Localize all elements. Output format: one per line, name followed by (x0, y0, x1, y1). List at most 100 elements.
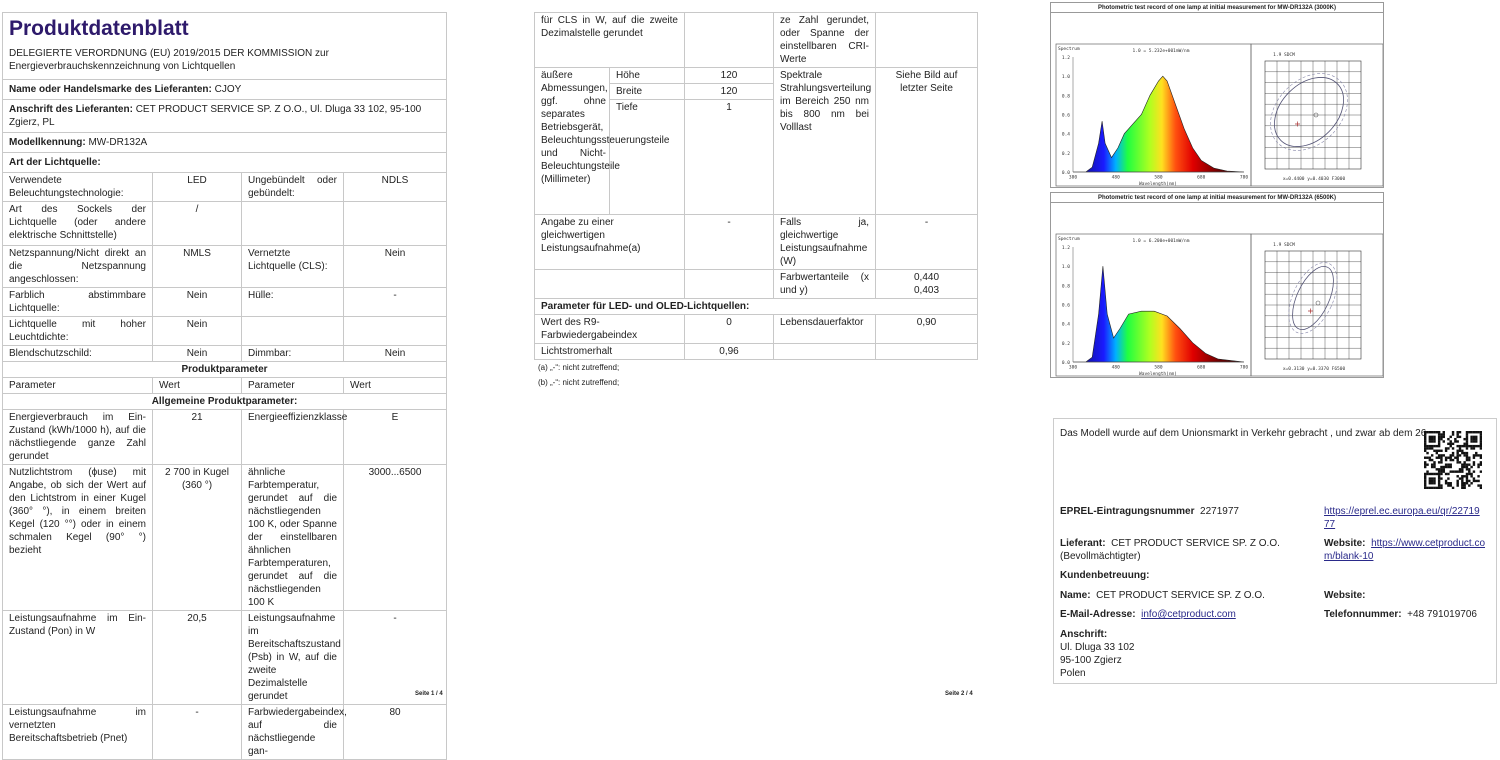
page-number: Seite 2 / 4 (945, 691, 973, 697)
table-row: Farblich abstimmbare Lichtquelle: Nein Hül… (2, 287, 448, 317)
qr-code[interactable] (1424, 431, 1482, 489)
y-axis-label: Spectrum (1058, 46, 1080, 52)
footnote: (b) „-“: nicht zutreffend; (538, 378, 620, 387)
label-cell: Blendschutzschild: (2, 345, 153, 362)
label-cell: Energieeffizienzklasse (241, 409, 347, 465)
photometric-title: Photometric test record of one lamp at i… (1051, 3, 1383, 13)
y-tick: 0.8 (1062, 93, 1070, 99)
chromaticity-coords: x=0.4400 y=0.4030 F3000 (1283, 176, 1346, 182)
scale-label: 1.0 = 5.232e+001mW/nm (1133, 48, 1190, 54)
email-label: E-Mail-Adresse: (1060, 609, 1136, 620)
table-row: Verwendete Beleuchtungstechnologie: LED Un… (2, 172, 448, 202)
spectrum-curve (1073, 266, 1245, 363)
cell: Lichtstromerhalt (534, 343, 685, 360)
spectrum-curve (1073, 75, 1245, 173)
label-cell: Verwendete Beleuchtungstechnologie: (2, 172, 153, 202)
x-tick: 680 (1197, 365, 1205, 371)
y-tick: 0.4 (1062, 322, 1070, 328)
page-title: Produktdatenblatt (9, 17, 189, 40)
table-row: Leistungsaufnahme im Ein-Zustand (Pon) i… (2, 610, 448, 705)
market-text: Das Modell wurde auf dem Unionsmarkt in … (1060, 428, 1427, 439)
dim-label: Höhe (609, 67, 685, 84)
value-cell: Nein (152, 287, 242, 317)
label-cell: Art des Sockels der Lichtquelle (oder an… (2, 201, 153, 246)
page-1: Produktdatenblatt DELEGIERTE VERORDNUNG (… (1, 12, 448, 760)
cell: für CLS in W, auf die zweite Dezimalstel… (534, 12, 685, 68)
website-link[interactable]: https://www.cetproduct.com/blank-10 (1324, 538, 1486, 562)
x-tick: 680 (1197, 175, 1205, 181)
cell (875, 343, 978, 360)
y-tick: 0.0 (1062, 170, 1070, 176)
email-link[interactable]: info@cetproduct.com (1141, 609, 1236, 620)
label-cell: Nutzlichtstrom (ϕuse) mit Angabe, ob sic… (2, 464, 153, 611)
table-row: Netzspannung/Nicht direkt an die Netzspa… (2, 245, 448, 288)
value-cell: Nein (152, 316, 242, 346)
eprel-number: 2271977 (1200, 506, 1239, 517)
value-cell: E (342, 409, 448, 465)
footnote: (a) „-“: nicht zutreffend; (538, 363, 620, 372)
x-axis-label: Wavelength(nm) (1139, 371, 1177, 377)
value-cell: / (152, 201, 242, 246)
macadam-ellipse (1292, 266, 1334, 330)
model-row: Modellkennung: MW-DR132A (1, 132, 448, 153)
cell (684, 12, 774, 68)
eprel-label: EPREL-Eintragungsnummer (1060, 506, 1195, 517)
y-tick: 1.2 (1062, 245, 1070, 251)
sdcm-label: 1.9 SDCM (1273, 52, 1295, 58)
label-cell: Leistungsaufnahme im Bereitschaftszustan… (241, 610, 344, 705)
x-axis-label: Wavelength(nm) (1139, 181, 1177, 187)
cell: 0,96 (684, 343, 774, 360)
name-label: Name: (1060, 590, 1091, 601)
label-cell: Netzspannung/Nicht direkt an die Netzspa… (2, 245, 153, 288)
dim-value: 1 (684, 99, 774, 215)
label-cell: Ungebündelt oder gebündelt: (241, 172, 344, 202)
address-row: Anschrift des Lieferanten: CET PRODUCT S… (1, 99, 448, 133)
label-cell: Hülle: (241, 287, 344, 317)
value-cell: 21 (152, 409, 242, 465)
dimensions-label: äußere Abmessungen, ggf. ohne separates … (534, 67, 669, 215)
cell: 0,90 (875, 314, 978, 344)
spectral-value: Siehe Bild auf letzter Seite (875, 67, 978, 215)
value-cell: 3000...6500 (342, 464, 448, 611)
spectral-label: Spektrale Strahlungsverteilung im Bereic… (773, 67, 876, 215)
label-cell: Farblich abstimmbare Lichtquelle: (2, 287, 153, 317)
label-cell: Farbwiedergabeindex, auf die nächstliege… (241, 704, 347, 760)
cell (875, 12, 978, 68)
value-cell: - (152, 704, 242, 760)
value-cell: Nein (342, 245, 448, 288)
x-tick: 480 (1112, 175, 1120, 181)
type-heading: Art der Lichtquelle: (1, 152, 448, 173)
general-heading: Allgemeine Produktparameter: (1, 393, 448, 410)
value-cell: Nein (152, 345, 242, 362)
col-header: Wert (152, 377, 242, 394)
label-cell: Dimmbar: (241, 345, 344, 362)
cell: Lebensdauerfaktor (773, 314, 876, 344)
value-cell: 80 (342, 704, 448, 760)
page-2: für CLS in W, auf die zweite Dezimalstel… (534, 12, 978, 390)
y-tick: 0.6 (1062, 303, 1070, 309)
label-cell (241, 201, 344, 246)
label-cell: Lichtquelle mit hoher Leuchtdichte: (2, 316, 153, 346)
supplier-label: Lieferant: (1060, 538, 1106, 549)
dim-label: Breite (609, 83, 685, 100)
value-cell: - (342, 287, 448, 317)
table-row: Lichtquelle mit hoher Leuchtdichte: Nein (2, 316, 448, 346)
value-cell: NDLS (342, 172, 448, 202)
dim-label: Tiefe (609, 99, 685, 215)
measured-point-icon (1308, 308, 1313, 314)
cell: Wert des R9-Farbwiedergabeindex (534, 314, 685, 344)
eprel-link[interactable]: https://eprel.ec.europa.eu/qr/2271977 (1324, 506, 1480, 530)
name-value: CET PRODUCT SERVICE SP. Z O.O. (1096, 590, 1265, 601)
y-axis-label: Spectrum (1058, 236, 1080, 242)
value-cell: - (342, 610, 448, 705)
website-label: Website: (1324, 590, 1366, 601)
x-tick: 780 (1240, 365, 1248, 371)
col-header: Parameter (241, 377, 344, 394)
dim-value: 120 (684, 67, 774, 84)
label-cell (241, 316, 344, 346)
label-cell: Leistungsaufnahme im Ein-Zustand (Pon) i… (2, 610, 153, 705)
spectrum-chart: Spectrum 1.0 = 6.200e+001mW/nm Wavelength(… (1055, 233, 1383, 377)
regulation-text: DELEGIERTE VERORDNUNG (EU) 2019/2015 DER… (9, 48, 329, 72)
y-tick: 1.0 (1062, 74, 1070, 80)
scale-label: 1.0 = 6.200e+001mW/nm (1133, 238, 1190, 244)
